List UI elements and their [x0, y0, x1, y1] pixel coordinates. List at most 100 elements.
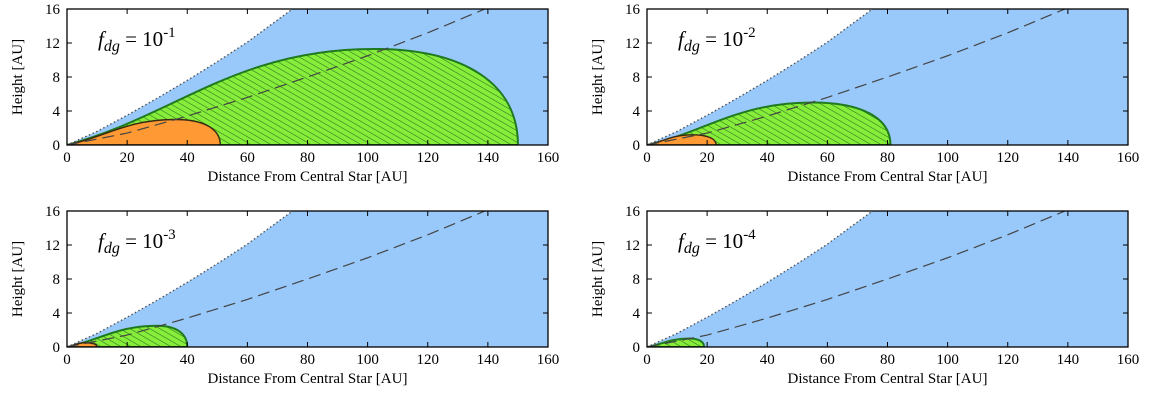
x-tick-label: 120 — [997, 150, 1020, 166]
x-tick-label: 100 — [356, 150, 379, 166]
chart-panel-2: 0 20 40 60 80 100 120 140 160 0 4 8 12 16 Distance Fro… — [590, 2, 1139, 185]
fdg-equals: = 10 — [120, 27, 163, 51]
fdg-exponent: -3 — [163, 227, 176, 243]
y-tick-label: 12 — [625, 238, 640, 254]
y-tick-label: 4 — [633, 306, 641, 322]
fdg-symbol: f — [98, 27, 107, 51]
y-tick-label: 16 — [45, 204, 61, 220]
x-tick-label: 20 — [120, 150, 135, 166]
disk-region — [647, 211, 1128, 347]
y-tick-label: 8 — [633, 272, 641, 288]
x-tick-label: 80 — [300, 352, 315, 368]
x-tick-label: 120 — [997, 352, 1020, 368]
plot-area — [647, 9, 1128, 145]
fdg-exponent: -1 — [163, 25, 176, 41]
x-tick-label: 40 — [760, 150, 775, 166]
y-tick-label: 8 — [53, 272, 61, 288]
x-tick-label: 120 — [417, 352, 440, 368]
x-tick-label: 0 — [643, 352, 651, 368]
x-tick-label: 120 — [417, 150, 440, 166]
x-tick-label: 60 — [820, 150, 835, 166]
chart-panel-1: 0 20 40 60 80 100 120 140 160 0 4 8 12 16 Distance Fro… — [10, 2, 559, 185]
x-tick-label: 20 — [120, 352, 135, 368]
plot-area — [647, 211, 1128, 347]
x-tick-label: 80 — [300, 150, 315, 166]
x-tick-label: 20 — [700, 150, 715, 166]
fdg-annotation: fdg = 10-2 — [678, 25, 756, 55]
x-axis-label: Distance From Central Star [AU] — [208, 371, 408, 387]
scale-height-line — [67, 211, 486, 347]
plot-area — [67, 211, 548, 347]
x-tick-label: 140 — [477, 352, 500, 368]
plot-area — [67, 9, 548, 145]
x-tick-label: 160 — [537, 352, 560, 368]
green-region — [67, 324, 189, 347]
y-tick-label: 4 — [53, 306, 61, 322]
x-tick-label: 160 — [537, 150, 560, 166]
x-axis-label: Distance From Central Star [AU] — [788, 371, 988, 387]
y-tick-label: 0 — [53, 138, 61, 154]
y-tick-label: 16 — [625, 204, 641, 220]
x-tick-label: 0 — [643, 150, 651, 166]
fdg-annotation: fdg = 10-4 — [678, 227, 756, 257]
y-axis-label: Height [AU] — [10, 39, 26, 115]
x-tick-label: 40 — [760, 352, 775, 368]
orange-region — [67, 118, 222, 145]
fdg-symbol: f — [98, 229, 107, 253]
x-tick-label: 40 — [180, 352, 195, 368]
fdg-symbol: f — [678, 27, 687, 51]
y-tick-label: 8 — [53, 70, 61, 86]
fdg-subscript: dg — [104, 38, 120, 55]
chart-panel-4: 0 20 40 60 80 100 120 140 160 0 4 8 12 16 Distance Fro… — [590, 204, 1139, 387]
x-tick-label: 0 — [63, 150, 71, 166]
fdg-exponent: -4 — [743, 227, 756, 243]
y-tick-label: 12 — [625, 36, 640, 52]
fdg-subscript: dg — [684, 38, 700, 55]
y-tick-label: 0 — [633, 340, 641, 356]
y-tick-label: 0 — [53, 340, 61, 356]
x-tick-label: 0 — [63, 352, 71, 368]
disk-region — [67, 211, 548, 347]
x-tick-label: 40 — [180, 150, 195, 166]
y-tick-label: 8 — [633, 70, 641, 86]
y-axis-label: Height [AU] — [590, 241, 606, 317]
y-axis-label: Height [AU] — [590, 39, 606, 115]
x-tick-label: 140 — [477, 150, 500, 166]
scale-height-line — [67, 9, 486, 145]
x-tick-label: 60 — [240, 150, 255, 166]
y-tick-label: 4 — [633, 104, 641, 120]
y-tick-label: 4 — [53, 104, 61, 120]
y-tick-label: 12 — [45, 36, 60, 52]
x-tick-label: 60 — [240, 352, 255, 368]
fdg-equals: = 10 — [700, 27, 743, 51]
fdg-exponent: -2 — [743, 25, 756, 41]
x-tick-label: 100 — [936, 150, 959, 166]
x-tick-label: 160 — [1117, 150, 1140, 166]
fdg-subscript: dg — [104, 240, 120, 257]
x-tick-label: 80 — [880, 150, 895, 166]
x-tick-label: 160 — [1117, 352, 1140, 368]
disk-surface-line — [647, 9, 873, 145]
fdg-subscript: dg — [684, 240, 700, 257]
x-tick-label: 20 — [700, 352, 715, 368]
disk-surface-line — [67, 211, 293, 347]
disk-surface-line — [647, 211, 873, 347]
fdg-equals: = 10 — [120, 229, 163, 253]
chart-panel-3: 0 20 40 60 80 100 120 140 160 0 4 8 12 16 Distance Fro… — [10, 204, 559, 387]
fdg-symbol: f — [678, 229, 687, 253]
fdg-equals: = 10 — [700, 229, 743, 253]
disk-surface-line — [67, 9, 293, 145]
fdg-annotation: fdg = 10-1 — [98, 25, 176, 55]
scale-height-line — [647, 9, 1066, 145]
y-tick-label: 0 — [633, 138, 641, 154]
x-tick-label: 140 — [1057, 352, 1080, 368]
x-axis-label: Distance From Central Star [AU] — [208, 169, 408, 185]
y-axis-label: Height [AU] — [10, 241, 26, 317]
orange-region — [647, 134, 717, 145]
x-tick-label: 100 — [936, 352, 959, 368]
x-tick-label: 80 — [880, 352, 895, 368]
fdg-annotation: fdg = 10-3 — [98, 227, 176, 257]
x-tick-label: 60 — [820, 352, 835, 368]
